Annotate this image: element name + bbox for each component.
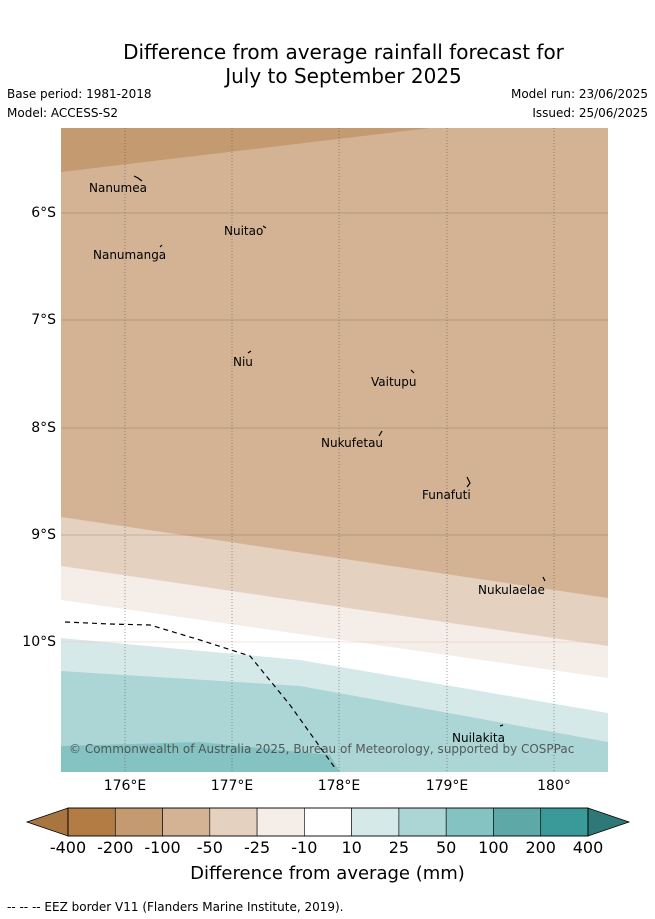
- colorbar-tick-label: 10: [341, 838, 362, 857]
- base-period: Base period: 1981-2018: [7, 87, 152, 101]
- colorbar-title: Difference from average (mm): [190, 863, 465, 884]
- place-nukufetau: Nukufetau: [321, 436, 384, 450]
- islands: [133, 175, 546, 727]
- place-nuilakita: Nuilakita: [452, 731, 505, 745]
- colorbar: [25, 807, 631, 837]
- lon-label-180: 180°: [537, 778, 571, 794]
- title-line-1: Difference from average rainfall forecas…: [123, 40, 564, 64]
- copyright-notice: © Commonwealth of Australia 2025, Bureau…: [69, 742, 575, 756]
- eez-footnote: -- -- -- EEZ border V11 (Flanders Marine…: [7, 900, 344, 914]
- island-nuilakita: [499, 724, 504, 727]
- issued-date: Issued: 25/06/2025: [532, 106, 648, 120]
- band-minus-100: [61, 128, 430, 172]
- lon-gridlines: [124, 128, 555, 772]
- colorbar-segment: [67, 807, 116, 837]
- lat-label-9s: 9°S: [31, 527, 56, 543]
- colorbar-tick-label: 200: [525, 838, 556, 857]
- place-vaitupu: Vaitupu: [371, 375, 417, 389]
- colorbar-tick-label: -400: [49, 838, 87, 857]
- place-nukulaelae: Nukulaelae: [478, 583, 545, 597]
- eez-border: [64, 621, 336, 769]
- colorbar-tick-label: -200: [97, 838, 134, 857]
- place-nanumea: Nanumea: [89, 181, 147, 195]
- colorbar-high-extension: [587, 807, 631, 837]
- colorbar-tick-label: 50: [435, 838, 457, 857]
- band-plus-50: [61, 742, 340, 772]
- model-name: Model: ACCESS-S2: [7, 106, 119, 120]
- colorbar-tick-label: -10: [291, 838, 318, 857]
- model-run: Model run: 23/06/2025: [510, 87, 648, 101]
- island-nuitao: [262, 225, 267, 229]
- place-nuitao: Nuitao: [224, 224, 264, 238]
- colorbar-segment: [114, 807, 163, 837]
- colorbar-segment: [351, 807, 400, 837]
- map-title: Difference from average rainfall forecas…: [0, 40, 655, 88]
- place-niu: Niu: [233, 355, 253, 369]
- island-funafuti: [466, 476, 471, 488]
- colorbar-tick-label: -50: [196, 838, 223, 857]
- lat-label-6s: 6°S: [31, 205, 56, 221]
- colorbar-segment: [445, 807, 494, 837]
- lat-gridlines: [61, 212, 608, 643]
- lon-label-177e: 177°E: [210, 778, 254, 794]
- lon-label-178e: 178°E: [317, 778, 361, 794]
- place-nanumanga: Nanumanga: [93, 248, 167, 262]
- colorbar-segment: [209, 807, 258, 837]
- colorbar-segment: [304, 807, 352, 837]
- lat-label-10s: 10°S: [22, 634, 56, 650]
- colorbar-tick-label: -100: [144, 838, 181, 857]
- colorbar-tick-label: 400: [572, 838, 604, 857]
- island-nukufetau: [378, 430, 383, 437]
- colorbar-segment: [493, 807, 542, 837]
- place-funafuti: Funafuti: [422, 488, 471, 502]
- lon-label-179e: 179°E: [425, 778, 469, 794]
- colorbar-low-extension: [25, 807, 69, 837]
- rainfall-field: [61, 128, 608, 772]
- colorbar-tick-label: -25: [244, 838, 271, 857]
- colorbar-segment: [540, 807, 589, 837]
- island-nanumea: [133, 175, 143, 182]
- island-vaitupu: [410, 369, 415, 374]
- island-nukulaelae: [542, 576, 546, 582]
- lat-label-7s: 7°S: [31, 312, 56, 328]
- colorbar-segment: [256, 807, 305, 837]
- colorbar-tick-label: 25: [388, 838, 410, 857]
- island-niu: [247, 350, 252, 354]
- lon-label-176e: 176°E: [103, 778, 147, 794]
- colorbar-tick-label: 100: [478, 838, 509, 857]
- colorbar-segment: [398, 807, 447, 837]
- lat-label-8s: 8°S: [31, 420, 56, 436]
- colorbar-segment: [162, 807, 211, 837]
- island-nanumanga: [159, 244, 163, 248]
- title-line-2: July to September 2025: [225, 64, 462, 88]
